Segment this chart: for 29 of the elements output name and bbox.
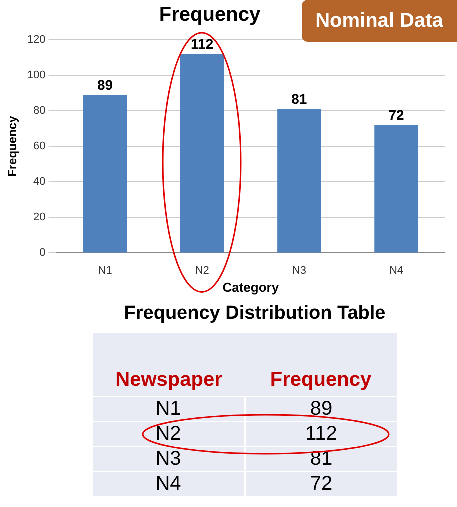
text: Nominal Data — [302, 0, 457, 42]
y-tick-label: 60 — [34, 140, 46, 153]
y-tick-label: 80 — [34, 105, 46, 118]
y-tick-label: 100 — [27, 70, 46, 82]
x-tick-label: N4 — [389, 264, 404, 277]
data-label: 112 — [191, 36, 214, 52]
category-label: N1 — [156, 398, 182, 420]
y-tick-label: 0 — [40, 247, 46, 260]
y-tick-label: 20 — [34, 212, 46, 224]
data-label: 81 — [292, 91, 308, 108]
text: 89 — [245, 396, 397, 422]
x-tick-label: N2 — [195, 264, 210, 277]
x-tick-label: N1 — [98, 264, 112, 277]
category-label: N4 — [156, 472, 182, 494]
category-label: N3 — [156, 448, 182, 470]
text: Newspaper — [114, 368, 224, 393]
text: Frequency Distribution Table — [123, 303, 387, 325]
y-tick-label: 120 — [27, 34, 46, 46]
category-label: N2 — [156, 422, 182, 444]
y-axis-title: Frequency — [6, 116, 20, 177]
text: Frequency — [269, 368, 373, 393]
x-axis-title: Category — [222, 280, 280, 295]
y-tick-label: 40 — [34, 176, 46, 188]
chart-title: Frequency — [158, 4, 262, 27]
text: 72 — [245, 472, 397, 496]
data-label: 89 — [97, 76, 114, 93]
x-tick-label: N3 — [292, 264, 306, 277]
text: 112 — [245, 422, 397, 446]
data-label: 72 — [388, 107, 404, 124]
